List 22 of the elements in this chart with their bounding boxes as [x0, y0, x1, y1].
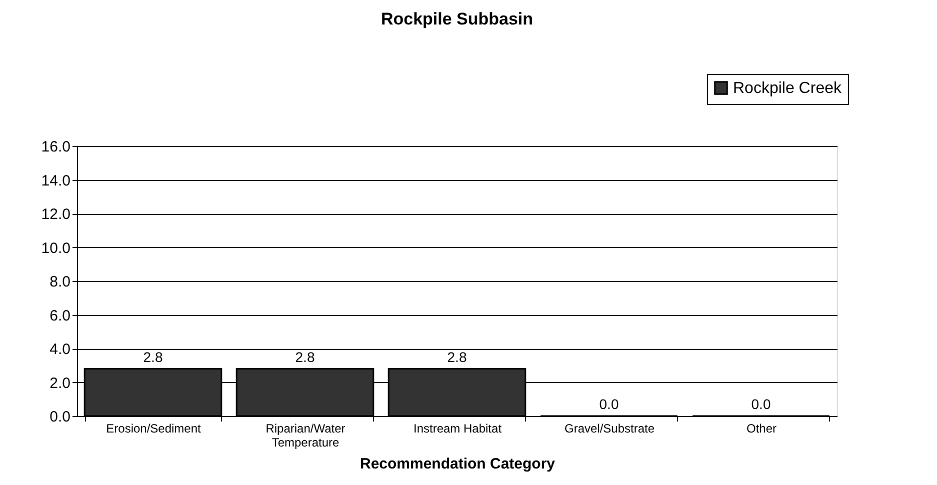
chart-title: Rockpile Subbasin [380, 10, 534, 28]
data-label: 2.8 [447, 348, 467, 365]
y-tick-label: 8.0 [50, 274, 70, 290]
y-tick-label: 16.0 [41, 138, 70, 156]
data-label: 2.8 [295, 348, 315, 365]
data-label: 0.0 [751, 396, 771, 412]
x-axis-title: Recommendation Category [360, 456, 556, 472]
data-label: 0.0 [599, 396, 619, 412]
y-tick-label: 2.0 [50, 374, 70, 392]
x-tick-label: Instream Habitat [413, 422, 502, 436]
y-tick-label: 14.0 [41, 172, 70, 190]
legend-label: Rockpile Creek [733, 80, 842, 97]
x-tick-label: Riparian/Water Temperature [266, 422, 346, 450]
x-tick-label: Gravel/Substrate [564, 422, 655, 436]
data-label: 2.8 [143, 348, 163, 365]
y-tick-label: 4.0 [50, 341, 70, 358]
y-tick-label: 6.0 [50, 307, 70, 324]
y-tick-label: 0.0 [50, 408, 70, 426]
x-tick-label: Erosion/Sediment [106, 422, 202, 436]
y-tick-label: 10.0 [41, 240, 70, 257]
y-tick-label: 12.0 [41, 206, 70, 223]
x-tick-label: Other [746, 422, 777, 436]
